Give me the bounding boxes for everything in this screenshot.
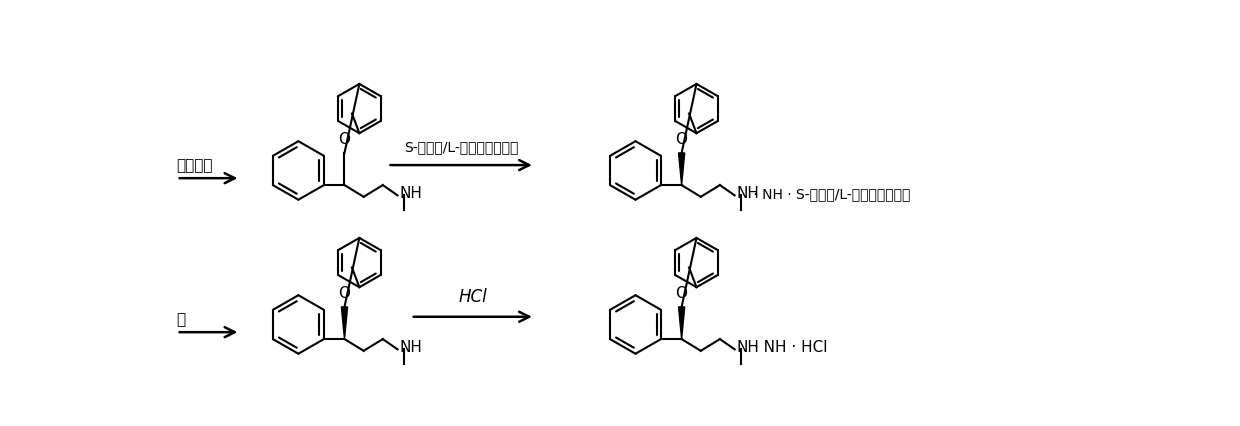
Text: NH: NH — [399, 186, 422, 201]
Text: O: O — [676, 132, 688, 147]
Polygon shape — [678, 153, 684, 185]
Text: 碱: 碱 — [176, 312, 186, 327]
Text: O: O — [339, 286, 351, 301]
Text: HCl: HCl — [459, 288, 487, 306]
Text: · NH · S-扁桃酸/L-二苯甲酰酒石酸: · NH · S-扁桃酸/L-二苯甲酰酒石酸 — [749, 187, 910, 201]
Text: S-扁桃酸/L-二苯甲酰酒石酸: S-扁桃酸/L-二苯甲酰酒石酸 — [404, 140, 518, 154]
Text: 各类方法: 各类方法 — [176, 158, 213, 173]
Text: · NH · HCl: · NH · HCl — [749, 340, 827, 355]
Text: O: O — [339, 132, 351, 147]
Text: O: O — [676, 286, 688, 301]
Text: NH: NH — [737, 340, 759, 355]
Polygon shape — [678, 307, 684, 339]
Text: NH: NH — [737, 186, 759, 201]
Polygon shape — [341, 307, 347, 339]
Text: NH: NH — [399, 340, 422, 355]
